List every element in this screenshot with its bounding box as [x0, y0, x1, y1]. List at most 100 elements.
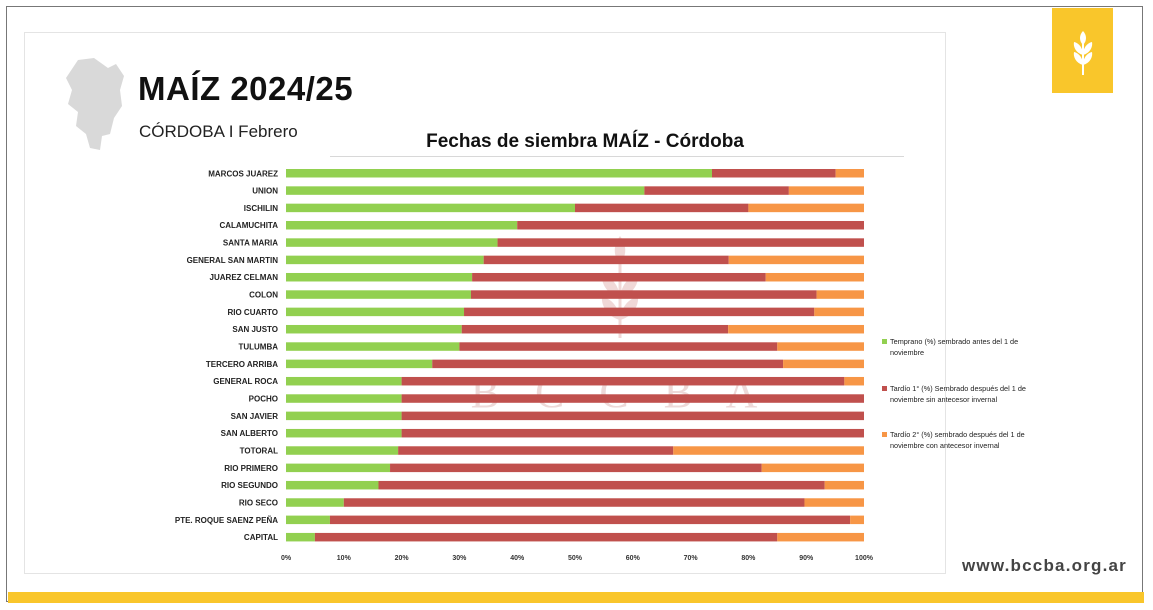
page-title: MAÍZ 2024/25	[138, 70, 354, 107]
legend-label-temprano: Temprano (%) sembrado antes del 1 de nov…	[890, 337, 1019, 357]
bar-juarez-celman-temprano	[286, 272, 473, 282]
bar-ischilin-tardio1	[575, 203, 749, 213]
bar-rio-segundo-tardio2	[824, 480, 864, 490]
bar-rio-primero-tardio1	[390, 463, 762, 473]
category-label-general-san-martin: GENERAL SAN MARTIN	[187, 256, 279, 265]
bar-tulumba-tardio1	[459, 342, 778, 351]
bar-capital-temprano	[286, 532, 315, 542]
category-label-san-javier: SAN JAVIER	[231, 412, 279, 421]
bar-general-roca-tardio2	[844, 376, 864, 386]
bar-general-roca-tardio1	[401, 376, 845, 386]
category-label-rio-cuarto: RIO CUARTO	[227, 308, 278, 317]
category-label-san-alberto: SAN ALBERTO	[221, 429, 278, 438]
bar-colon-tardio2	[816, 290, 864, 299]
bar-pocho-temprano	[286, 394, 402, 403]
x-tick-label-30pct: 30%	[452, 555, 467, 562]
category-label-marcos-juarez: MARCOS JUAREZ	[208, 169, 278, 178]
bar-santa-maria-tardio1	[497, 238, 864, 247]
x-tick-label-50pct: 50%	[568, 555, 583, 562]
legend-label-tardio2: Tardío 2° (%) sembrado después del 1 de …	[890, 430, 1025, 450]
x-tick-label-40pct: 40%	[510, 555, 525, 562]
category-label-ischilin: ISCHILIN	[244, 204, 278, 213]
x-tick-label-80pct: 80%	[741, 555, 756, 562]
category-label-santa-maria: SANTA MARIA	[223, 239, 278, 248]
bar-juarez-celman-tardio1	[472, 272, 766, 282]
bar-rio-segundo-tardio1	[378, 480, 825, 490]
x-tick-label-90pct: 90%	[799, 555, 814, 562]
category-label-union: UNION	[252, 187, 278, 196]
watermark-text: B C C B A	[471, 368, 770, 417]
bar-rio-cuarto-temprano	[286, 307, 465, 317]
bar-marcos-juarez-temprano	[286, 169, 712, 178]
category-label-pte-roque-saenz-peña: PTE. ROQUE SAENZ PEÑA	[175, 516, 278, 525]
bar-tercero-arriba-temprano	[286, 359, 433, 369]
bar-santa-maria-temprano	[286, 238, 498, 247]
category-label-tercero-arriba: TERCERO ARRIBA	[206, 360, 278, 369]
bar-pte-roque-saenz-peña-temprano	[286, 515, 330, 525]
bar-totoral-tardio2	[673, 446, 864, 455]
bar-general-roca-temprano	[286, 376, 402, 386]
bar-pte-roque-saenz-peña-tardio1	[329, 515, 851, 525]
legend-swatch-tardio2	[882, 432, 887, 437]
watermark-wheat-icon	[601, 236, 639, 338]
cordoba-map-icon	[66, 58, 124, 150]
bar-colon-temprano	[286, 290, 471, 299]
category-label-rio-seco: RIO SECO	[239, 499, 278, 508]
bar-general-san-martin-temprano	[286, 255, 484, 265]
bar-capital-tardio1	[314, 532, 778, 542]
category-label-san-justo: SAN JUSTO	[232, 325, 278, 334]
x-tick-label-100pct: 100%	[855, 555, 874, 562]
bar-tulumba-tardio2	[777, 342, 864, 351]
bar-rio-seco-temprano	[286, 498, 344, 507]
bar-rio-cuarto-tardio2	[814, 307, 864, 317]
bar-san-alberto-tardio1	[401, 428, 864, 438]
logo-badge	[1052, 8, 1113, 93]
bar-general-san-martin-tardio2	[728, 255, 864, 265]
bar-rio-segundo-temprano	[286, 480, 379, 490]
bar-pte-roque-saenz-peña-tardio2	[850, 515, 864, 525]
bar-union-tardio2	[788, 186, 864, 195]
category-label-capital: CAPITAL	[244, 533, 278, 542]
bar-rio-primero-temprano	[286, 463, 391, 473]
bar-san-justo-tardio2	[728, 324, 864, 334]
bottom-accent-bar	[8, 592, 1144, 603]
bar-union-temprano	[286, 186, 645, 195]
bar-san-javier-temprano	[286, 411, 402, 421]
category-label-totoral: TOTORAL	[240, 447, 278, 456]
bar-totoral-tardio1	[398, 446, 674, 455]
bar-calamuchita-tardio1	[517, 220, 864, 230]
bar-san-justo-temprano	[286, 324, 462, 334]
category-label-calamuchita: CALAMUCHITA	[219, 221, 278, 230]
bar-colon-tardio1	[470, 290, 817, 299]
bar-ischilin-temprano	[286, 203, 575, 213]
bar-calamuchita-temprano	[286, 220, 518, 230]
x-tick-label-60pct: 60%	[626, 555, 641, 562]
category-label-tulumba: TULUMBA	[238, 343, 278, 352]
bar-tulumba-temprano	[286, 342, 460, 351]
chart-title-divider	[330, 156, 904, 157]
category-label-pocho: POCHO	[249, 395, 278, 404]
website-link[interactable]: www.bccba.org.ar	[962, 556, 1127, 575]
bar-rio-primero-tardio2	[761, 463, 864, 473]
x-tick-label-0pct: 0%	[281, 555, 292, 562]
bar-ischilin-tardio2	[748, 203, 864, 213]
legend-label-tardio1: Tardío 1° (%) Sembrado después del 1 de …	[890, 384, 1026, 404]
bar-totoral-temprano	[286, 446, 399, 455]
bar-capital-tardio2	[777, 532, 864, 542]
x-tick-label-10pct: 10%	[337, 555, 352, 562]
bar-tercero-arriba-tardio2	[783, 359, 864, 369]
bar-rio-seco-tardio2	[804, 498, 864, 507]
bar-juarez-celman-tardio2	[765, 272, 864, 282]
bar-san-alberto-temprano	[286, 428, 402, 438]
bar-rio-cuarto-tardio1	[464, 307, 815, 317]
category-label-rio-segundo: RIO SEGUNDO	[221, 481, 278, 490]
bar-tercero-arriba-tardio1	[432, 359, 784, 369]
category-label-colon: COLON	[249, 291, 278, 300]
category-label-juarez-celman: JUAREZ CELMAN	[210, 273, 279, 282]
category-label-rio-primero: RIO PRIMERO	[224, 464, 278, 473]
legend-swatch-tardio1	[882, 386, 887, 391]
bar-san-javier-tardio1	[401, 411, 864, 421]
category-label-general-roca: GENERAL ROCA	[213, 377, 278, 386]
bar-marcos-juarez-tardio1	[711, 169, 836, 178]
wheat-icon	[1073, 30, 1092, 75]
